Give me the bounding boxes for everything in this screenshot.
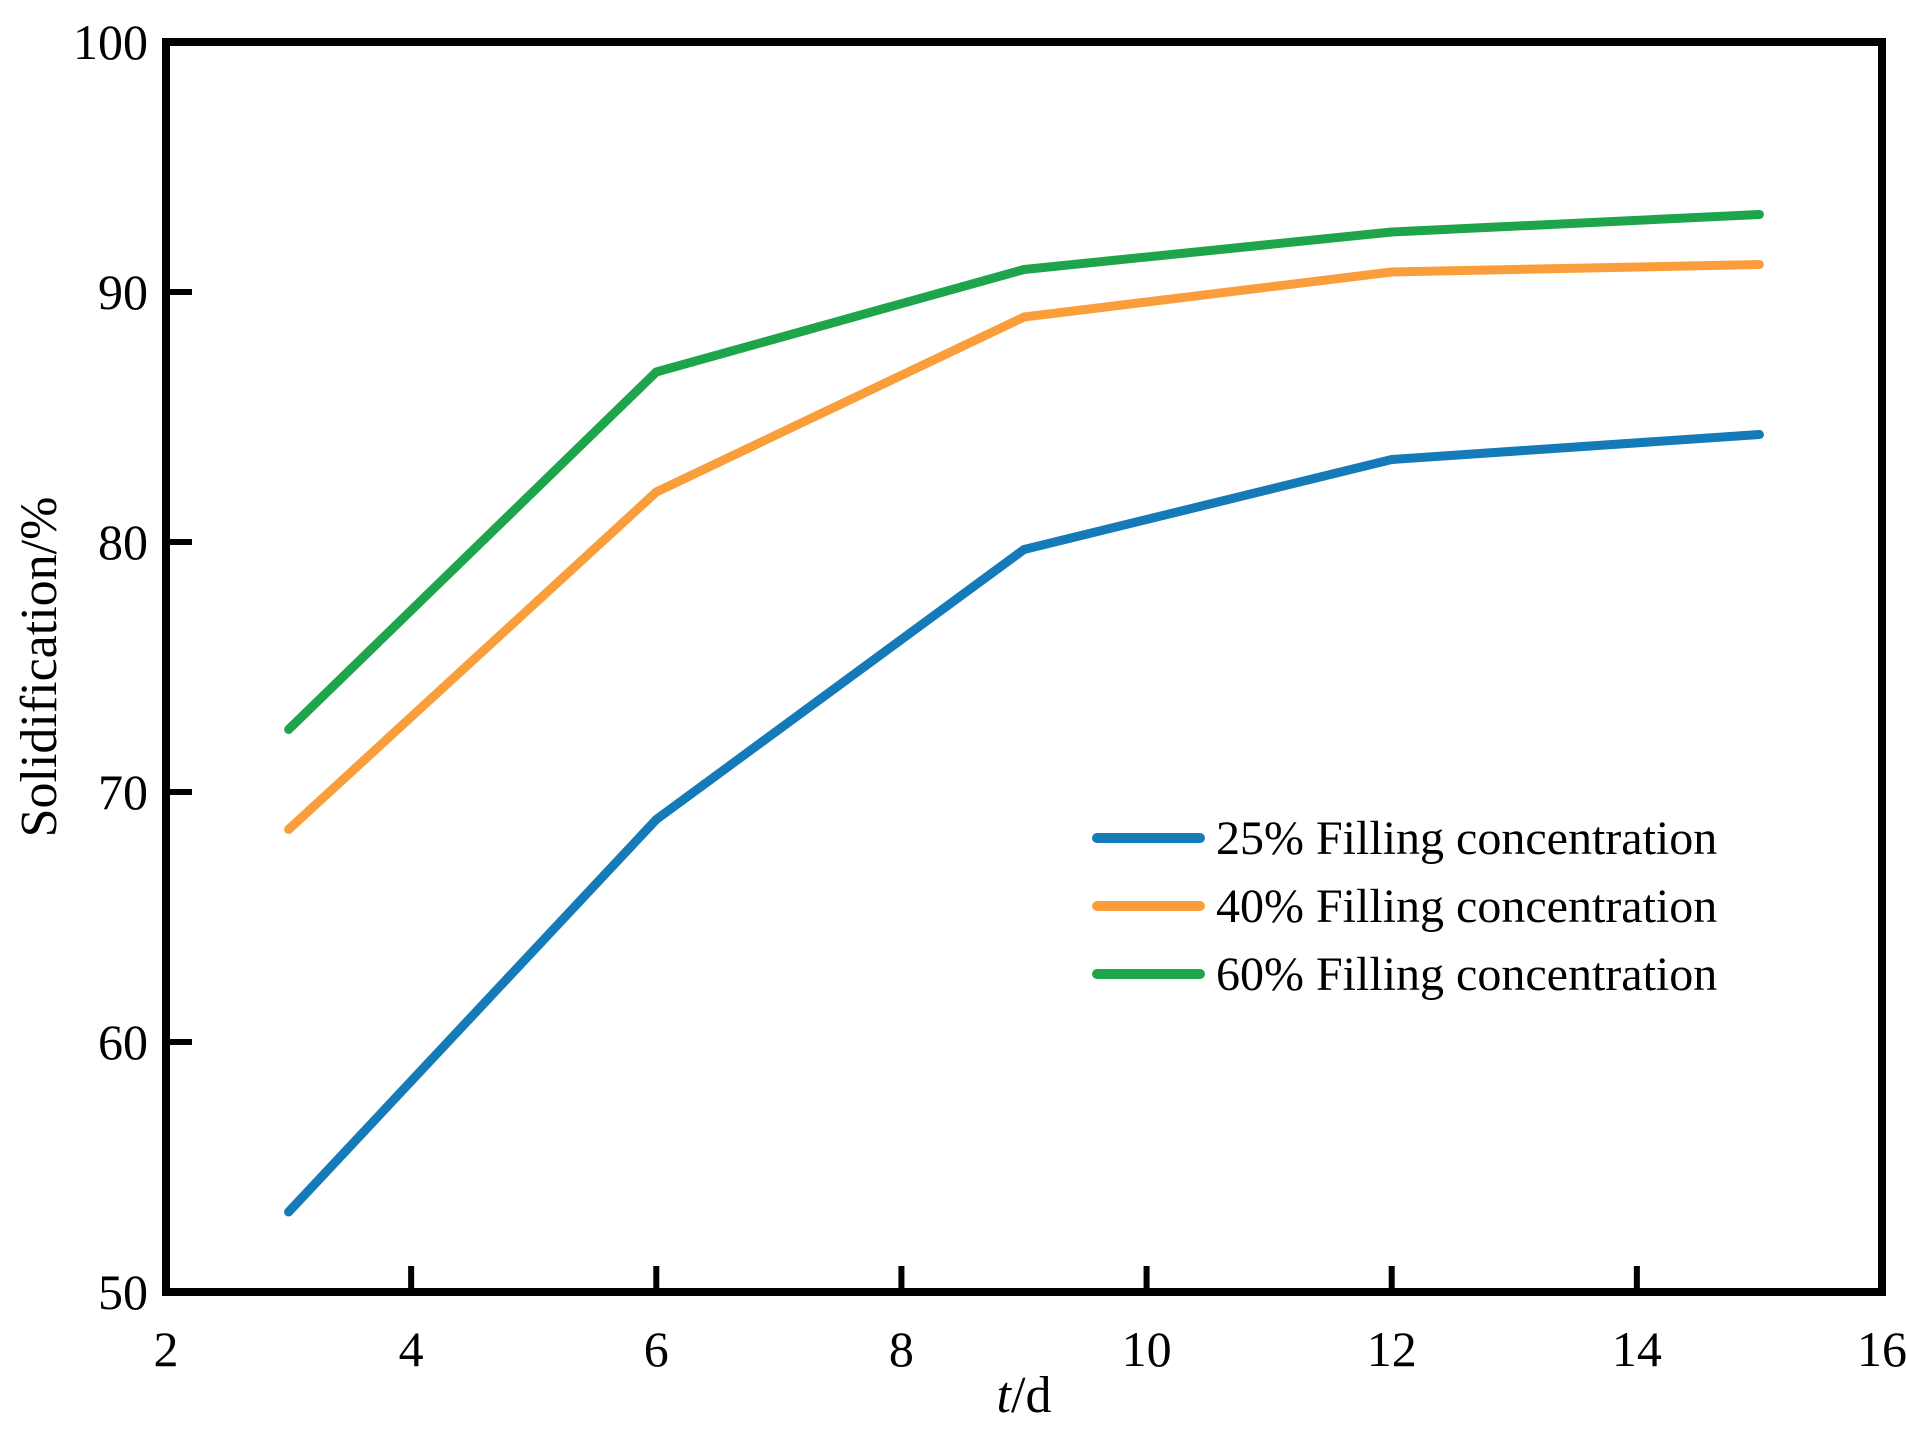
x-tick-label: 8 [889,1321,914,1377]
y-tick-label: 60 [98,1014,148,1070]
y-tick-label: 50 [98,1264,148,1320]
y-axis-title: Solidification/% [11,497,68,838]
x-tick-label: 12 [1367,1321,1417,1377]
y-tick-label: 90 [98,264,148,320]
x-tick-label: 2 [154,1321,179,1377]
y-tick-label: 70 [98,764,148,820]
y-tick-label: 80 [98,514,148,570]
series-line-2 [284,210,1764,734]
x-tick-label: 10 [1122,1321,1172,1377]
series-line-1 [284,260,1764,834]
x-tick-label: 14 [1612,1321,1662,1377]
x-axis-title: t/d [997,1367,1052,1424]
legend-label-0: 25% Filling concentration [1216,812,1717,865]
x-tick-label: 4 [399,1321,424,1377]
legend-label-2: 60% Filling concentration [1216,948,1717,1001]
plot-frame [162,38,1886,1296]
series-line-0 [284,430,1764,1217]
legend-label-1: 40% Filling concentration [1216,880,1717,933]
y-tick-label: 100 [73,14,148,70]
x-tick-label: 16 [1857,1321,1906,1377]
x-tick-label: 6 [644,1321,669,1377]
